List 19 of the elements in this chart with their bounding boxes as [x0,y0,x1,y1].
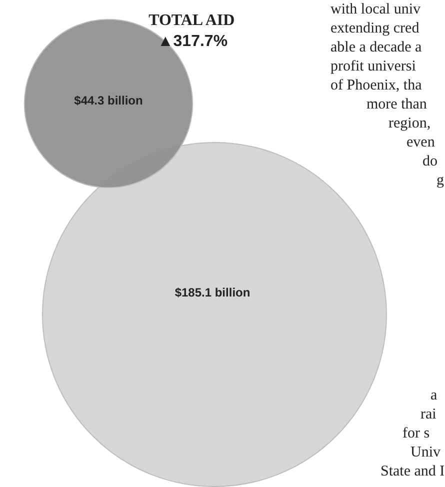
text: more than [366,96,428,112]
text: do [422,154,438,170]
data-label: $44.3 billion [74,94,143,108]
text: rai [420,406,436,422]
text: able a decade a [330,40,422,56]
text: of Phoenix, tha [330,78,422,94]
text: TOTAL AID [148,12,235,29]
text: for s [402,426,430,442]
text: ▲317.7% [157,33,228,50]
text: region, [388,116,431,132]
text: State and I [380,464,445,480]
text: even [406,134,436,150]
text: profit universi [330,58,416,74]
text: extending cred [330,20,420,36]
text: with local univ [330,2,421,18]
text: Univ [410,444,441,460]
data-label: $185.1 billion [174,286,250,300]
text: g [436,172,444,188]
text: a [430,388,438,404]
